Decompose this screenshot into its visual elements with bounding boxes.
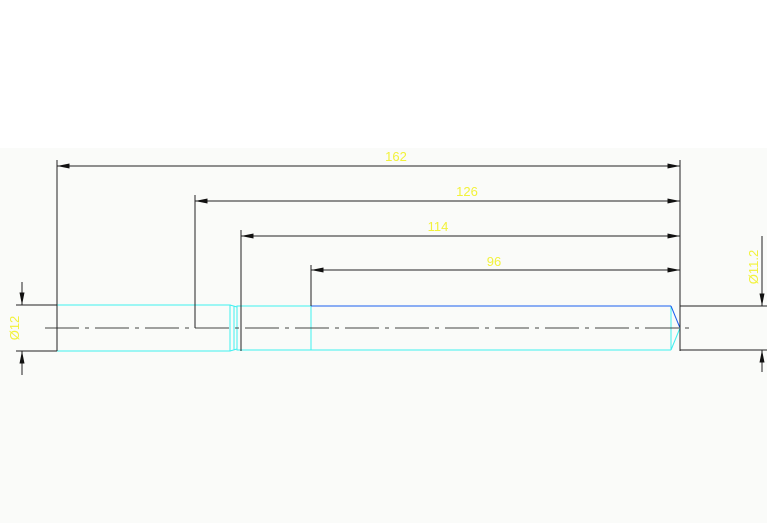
dimension-text-dia11-2[interactable]: Ø11.2 [746, 250, 761, 284]
dimension-text-114[interactable]: 114 [428, 219, 449, 234]
shaft-tip-chamfer-lower [670, 327, 681, 351]
dimension-text-126[interactable]: 126 [456, 184, 478, 199]
dimension-text-162[interactable]: 162 [385, 149, 407, 164]
dimension-text-96[interactable]: 96 [487, 254, 501, 269]
drawing-sheet [0, 148, 767, 523]
shaft-tip-chamfer-upper [670, 305, 681, 329]
dimension-text-dia12[interactable]: Ø12 [7, 316, 22, 341]
